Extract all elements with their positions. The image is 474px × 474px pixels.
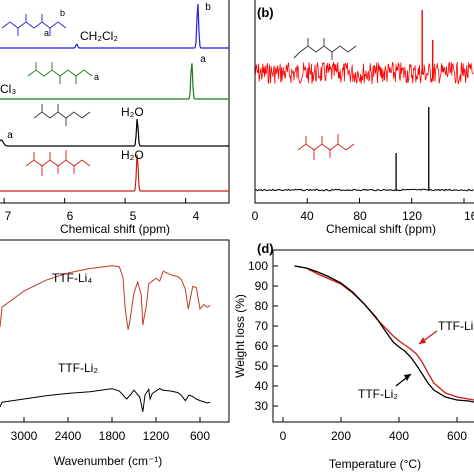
series-label-ttf-li2: TTF-Li₂ (58, 361, 98, 375)
panel-d-xtick-label: 200 (331, 429, 351, 443)
panel-c-tick-label: 1800 (99, 429, 126, 443)
molecule-structure-icon (33, 104, 91, 126)
panel-a-tick-label: 7 (5, 209, 12, 223)
panel-d-xtick-label: 400 (389, 429, 409, 443)
series-label-ttf-li4: TTF-Li₄ (52, 271, 92, 285)
h2o-label-1: H₂O (121, 105, 144, 119)
panel-b-ticks (254, 198, 465, 203)
mol-label-a: a (44, 28, 49, 38)
arrow-head-ttf-li2 (404, 374, 411, 381)
panel-d-ytick-label: 70 (255, 319, 269, 333)
panel-d-ylabel: Weight loss (%) (233, 294, 247, 378)
cdcl3-label: Cl₃ (0, 82, 16, 96)
panel-d-frame (272, 249, 474, 423)
panel-c: 3000 2400 1800 1200 600 Wavenumber (cm⁻¹… (0, 239, 230, 468)
panel-d-traces (294, 265, 474, 403)
panel-b-tick-label: 0 (252, 209, 259, 223)
panel-d-ytick-label: 60 (255, 339, 269, 353)
panel-b-label: (b) (257, 5, 274, 20)
panel-c-ticks (23, 417, 201, 422)
panel-b-tick-label: 160 (464, 209, 474, 223)
nmr-trace-0 (0, 3, 229, 49)
panel-d-xtick-label: 0 (280, 429, 287, 443)
panel-b: (b) 0 40 80 120 160 Chemical shift (ppm) (252, 0, 474, 236)
panel-d-ticks (273, 265, 458, 422)
panel-b-tick-label: 40 (300, 209, 314, 223)
panel-a-tick-label: 5 (130, 209, 137, 223)
panel-c-tick-label: 600 (190, 429, 210, 443)
h2o-label-2: H₂O (121, 148, 144, 162)
nmr-trace-2 (0, 119, 229, 147)
panel-d-ytick-label: 90 (255, 279, 269, 293)
series-label-ttf-li2-d: TTF-Li₂ (358, 387, 398, 401)
panel-c-tick-label: 1200 (143, 429, 170, 443)
ftir-trace-ttf-li4 (0, 265, 211, 330)
panel-d-ytick-label: 80 (255, 299, 269, 313)
peak-label-a-green: a (200, 54, 206, 65)
molecule-structure-icon: a b (1, 8, 67, 38)
molecule-structure-icon (293, 38, 357, 60)
peak-label-a-black: a (7, 130, 13, 141)
mol-label-b: b (60, 8, 65, 18)
panel-c-traces (0, 265, 211, 412)
panel-d-ytick-label: 50 (255, 359, 269, 373)
arrow-head-ttf-li (419, 337, 426, 344)
panel-d-ytick-label: 40 (255, 379, 269, 393)
tga-trace-ttf-li2 (294, 265, 474, 403)
panel-d-xlabel: Temperature (°C) (329, 457, 421, 471)
panel-a-xlabel: Chemical shift (ppm) (60, 222, 170, 236)
panel-a-ticks (3, 198, 187, 203)
panel-c-tick-label: 3000 (11, 429, 38, 443)
panel-b-xlabel: Chemical shift (ppm) (326, 222, 436, 236)
tga-trace-ttf-li (294, 265, 474, 401)
ch2cl2-label: CH₂Cl₂ (80, 29, 118, 43)
panel-a-tick-label: 6 (67, 209, 74, 223)
panel-b-traces (254, 10, 474, 192)
panel-a: 7 6 5 4 Chemical shift (ppm) b CH₂Cl₂ a … (0, 0, 230, 236)
c13-trace-red (254, 61, 474, 85)
panel-a-traces (0, 3, 229, 192)
panel-b-tick-label: 80 (353, 209, 367, 223)
c13-trace-black (254, 188, 474, 192)
panel-d-ytick-label: 100 (248, 259, 268, 273)
series-label-ttf-li: TTF-Li (438, 319, 473, 333)
panel-d-ytick-label: 30 (255, 399, 269, 413)
panel-a-frame (0, 0, 230, 204)
panel-a-tick-label: 4 (193, 209, 200, 223)
nmr-trace-1 (0, 63, 229, 100)
panel-d-label: (d) (257, 241, 274, 256)
molecule-structure-icon (297, 134, 355, 160)
panel-c-frame (0, 239, 230, 423)
mol-label-a2: a (94, 72, 99, 82)
panel-c-tick-label: 2400 (55, 429, 82, 443)
panel-c-xlabel: Wavenumber (cm⁻¹) (54, 454, 163, 468)
molecule-structure-icon (25, 150, 91, 176)
panel-d: (d) Weight loss (%) 100 90 80 70 60 50 4… (233, 241, 474, 471)
molecule-structure-icon: a (27, 62, 99, 84)
panel-b-tick-label: 120 (402, 209, 422, 223)
panel-d-xtick-label: 600 (447, 429, 467, 443)
panel-b-frame (254, 0, 474, 204)
ftir-trace-ttf-li2 (0, 388, 211, 412)
nmr-trace-3 (0, 154, 229, 192)
peak-label-b: b (205, 2, 211, 13)
